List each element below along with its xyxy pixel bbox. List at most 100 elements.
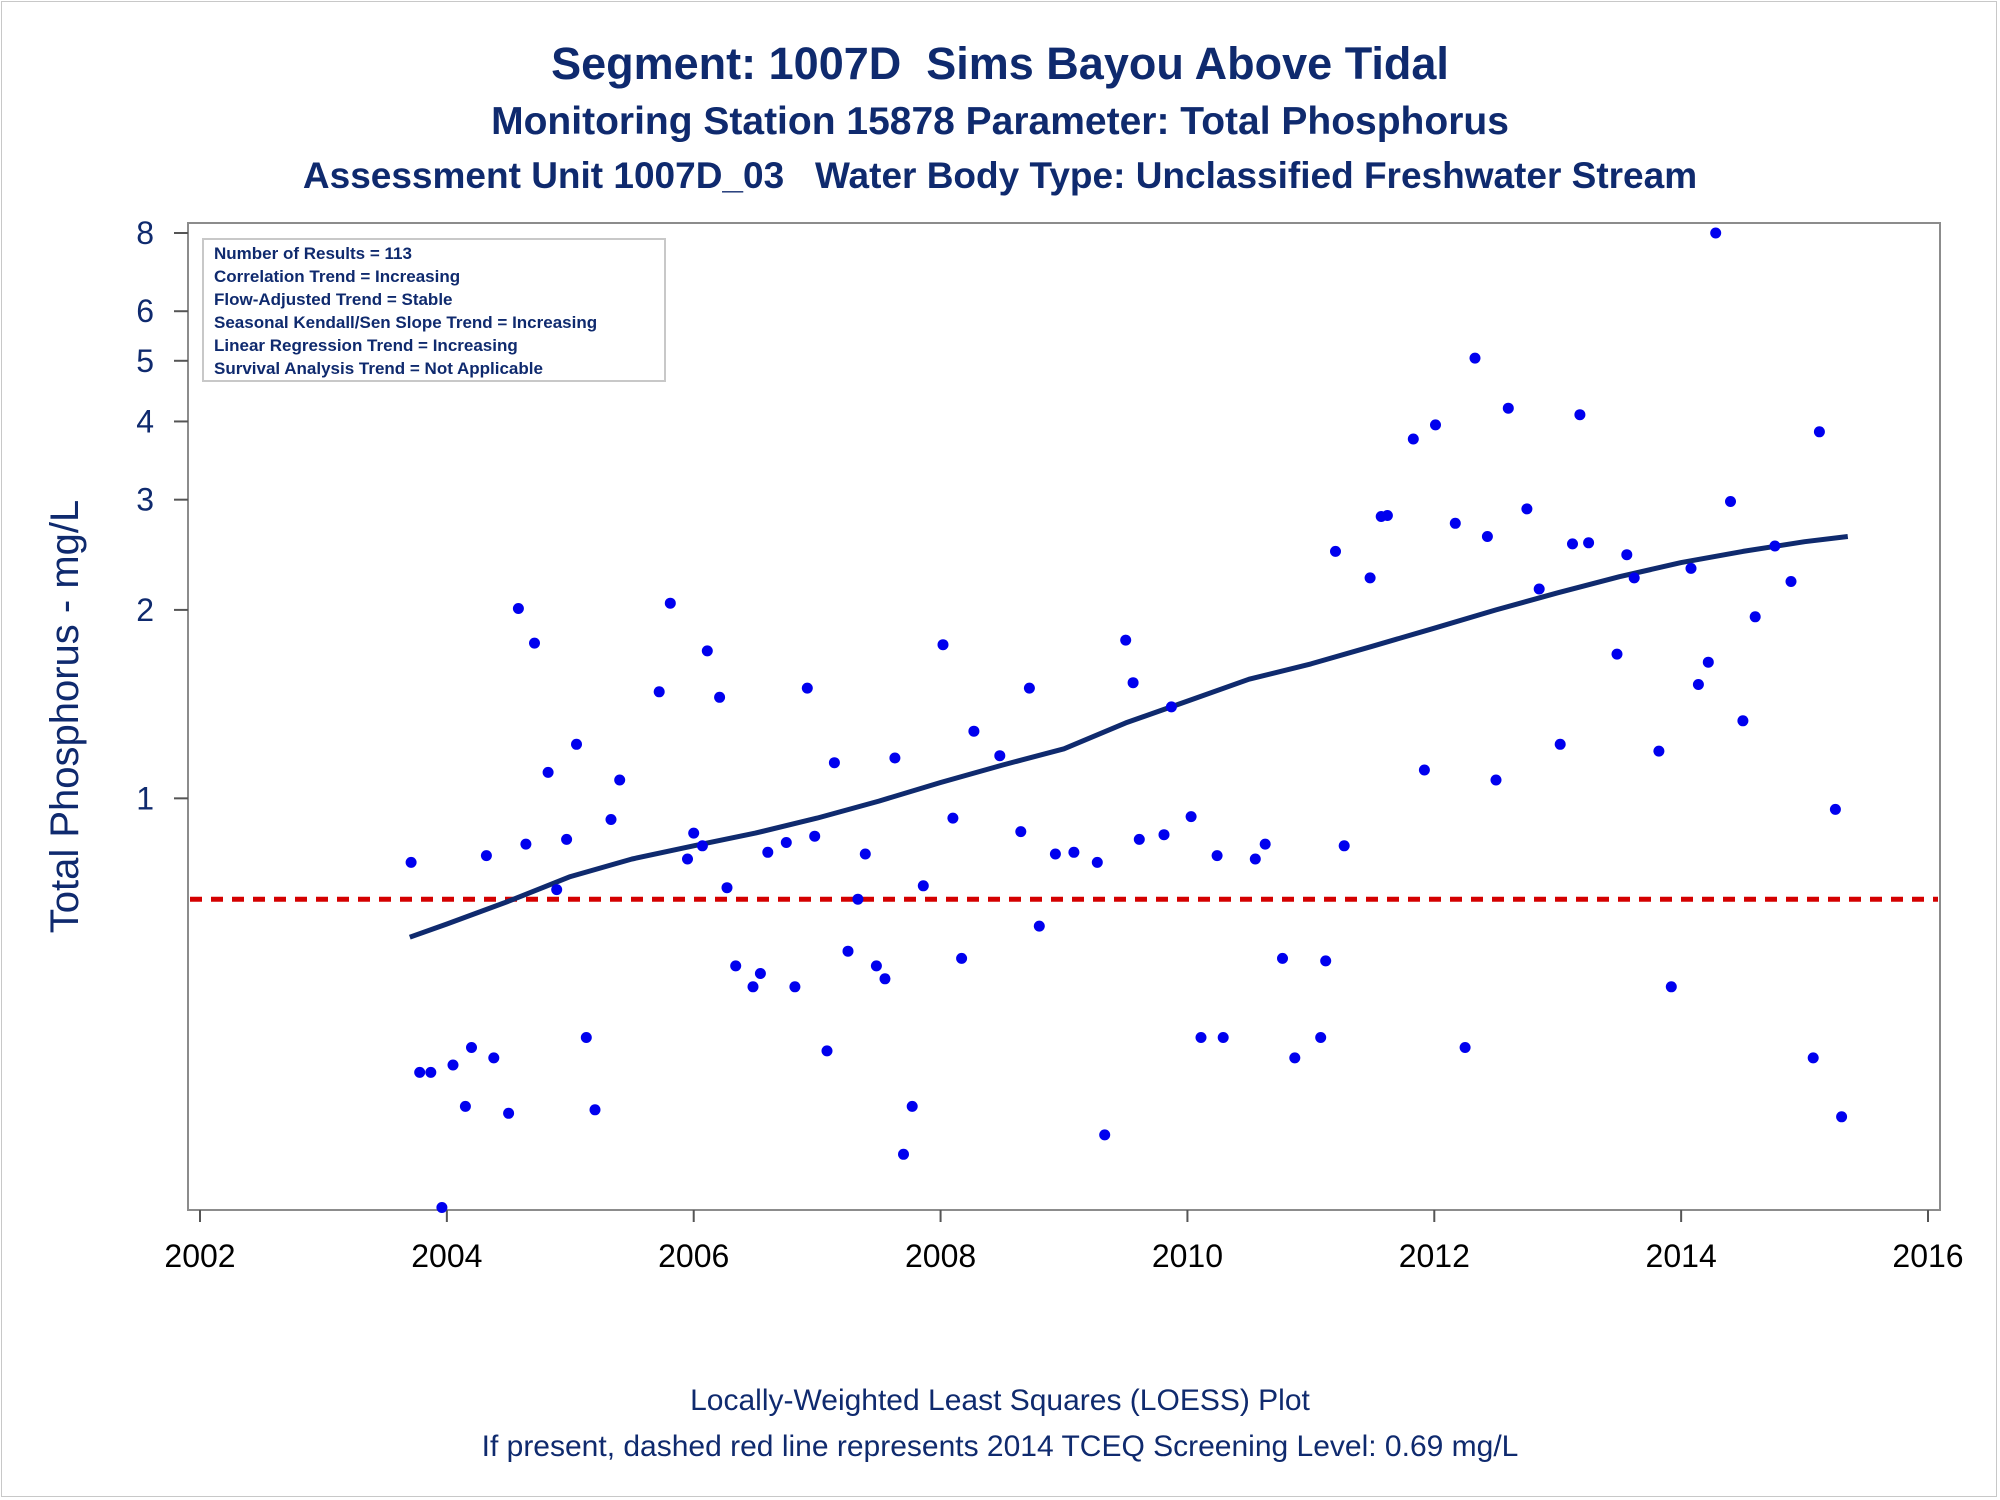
data-point — [1574, 409, 1586, 421]
data-point — [1133, 833, 1145, 845]
data-point — [1249, 853, 1261, 865]
data-point — [1015, 826, 1027, 838]
data-point — [701, 645, 713, 657]
y-tick-label: 8 — [136, 215, 154, 251]
data-point — [1749, 611, 1761, 623]
data-point — [1099, 1129, 1111, 1141]
y-tick-label: 4 — [136, 403, 154, 439]
data-point — [414, 1066, 426, 1078]
data-point — [1158, 829, 1170, 841]
data-point — [1469, 352, 1481, 364]
data-point — [1807, 1052, 1819, 1064]
data-point — [1211, 850, 1223, 862]
data-point — [605, 814, 617, 825]
x-tick-label: 2006 — [658, 1238, 729, 1274]
data-point — [551, 884, 563, 896]
data-point — [1665, 981, 1677, 993]
data-point — [571, 738, 582, 750]
data-point — [754, 968, 766, 979]
data-point — [828, 757, 840, 769]
stats-box-line: Survival Analysis Trend = Not Applicable — [214, 359, 543, 378]
data-point — [780, 837, 792, 848]
stats-box-line: Correlation Trend = Increasing — [214, 267, 460, 286]
data-point — [1769, 540, 1781, 552]
y-axis-label: Total Phosphorus - mg/L — [43, 500, 87, 934]
data-point — [682, 853, 693, 865]
data-point — [1195, 1032, 1207, 1043]
data-point — [747, 981, 759, 993]
data-point — [1502, 402, 1514, 414]
data-point — [937, 639, 949, 651]
data-point — [1836, 1111, 1848, 1123]
data-point — [994, 750, 1006, 762]
data-point — [1217, 1032, 1229, 1043]
data-point — [466, 1042, 477, 1053]
x-tick-label: 2012 — [1399, 1238, 1470, 1274]
stats-box-line: Seasonal Kendall/Sen Slope Trend = Incre… — [214, 313, 597, 332]
data-point — [1710, 227, 1722, 239]
data-point — [614, 774, 626, 786]
data-point — [1449, 517, 1461, 529]
data-point — [1490, 774, 1502, 786]
chart-subtitle-station: Monitoring Station 15878 Parameter: Tota… — [491, 100, 1509, 143]
data-point — [789, 981, 801, 993]
data-point — [1692, 679, 1704, 690]
data-point — [1330, 545, 1341, 557]
chart-subtitle-assessment: Assessment Unit 1007D_03 Water Body Type… — [302, 155, 1698, 196]
data-point — [947, 812, 959, 824]
stats-box — [202, 238, 666, 382]
y-tick-label: 5 — [136, 343, 154, 379]
chart-title: Segment: 1007D Sims Bayou Above Tidal — [551, 38, 1449, 89]
data-point — [1091, 856, 1103, 868]
plot-area-frame — [187, 222, 1941, 1211]
data-point — [459, 1100, 471, 1112]
data-point — [1068, 846, 1080, 858]
data-point — [1481, 531, 1493, 542]
data-point — [447, 1059, 459, 1071]
data-point — [1685, 562, 1697, 574]
x-tick-label: 2002 — [164, 1238, 235, 1274]
x-tick-label: 2016 — [1892, 1238, 1963, 1274]
data-point — [906, 1100, 918, 1112]
x-tick-label: 2008 — [905, 1238, 976, 1274]
data-point — [512, 603, 524, 614]
data-point — [1583, 537, 1595, 549]
data-point — [580, 1032, 592, 1043]
data-point — [542, 766, 554, 778]
data-point — [1049, 848, 1061, 860]
data-point — [488, 1052, 500, 1064]
data-point — [436, 1202, 448, 1213]
data-point — [1338, 840, 1350, 852]
y-tick-label: 1 — [136, 780, 154, 816]
stats-box-line: Linear Regression Trend = Increasing — [214, 336, 518, 355]
x-tick-label: 2010 — [1152, 1238, 1223, 1274]
footnote-loess: Locally-Weighted Least Squares (LOESS) P… — [690, 1384, 1310, 1417]
data-point — [561, 833, 573, 845]
data-point — [898, 1148, 909, 1160]
data-point — [1785, 576, 1797, 587]
data-point — [405, 856, 417, 868]
data-point — [529, 637, 540, 649]
data-point — [968, 725, 980, 737]
data-point — [1459, 1042, 1471, 1053]
data-point — [520, 838, 532, 850]
data-point — [821, 1045, 833, 1057]
data-point — [1621, 549, 1633, 561]
data-point — [809, 830, 821, 842]
data-point — [688, 827, 700, 839]
data-point — [1407, 433, 1419, 445]
data-point — [1165, 701, 1177, 713]
data-point — [1120, 634, 1132, 646]
data-point — [889, 752, 901, 764]
data-point — [1813, 426, 1825, 438]
data-point — [653, 686, 665, 698]
data-point — [1653, 745, 1665, 757]
data-point — [1185, 811, 1197, 823]
data-point — [852, 893, 864, 905]
data-point — [425, 1066, 437, 1078]
data-point — [1315, 1032, 1327, 1043]
data-point — [842, 945, 854, 957]
data-point — [917, 880, 929, 892]
